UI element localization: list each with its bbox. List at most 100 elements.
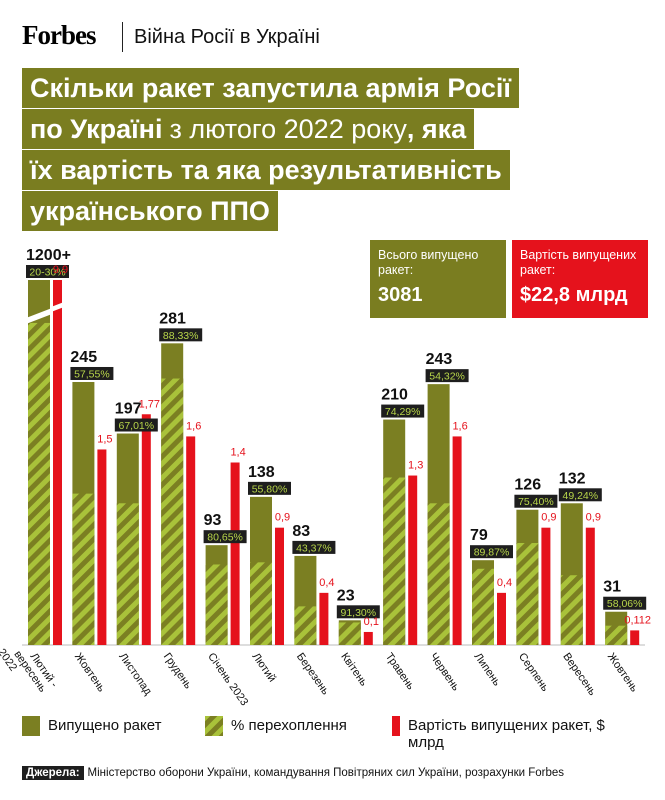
intercept-bar (250, 562, 272, 645)
title: Скільки ракет запустила армія Росії по У… (22, 68, 519, 232)
intercept-bar (28, 322, 50, 645)
intercept-bar (294, 606, 317, 645)
percent-box (248, 481, 291, 495)
percent-label: 20-30% (29, 267, 65, 279)
cost-bar (53, 280, 62, 645)
x-tick-label: Серпень (516, 651, 551, 694)
percent-label: 43,37% (296, 542, 332, 554)
axis-break (51, 302, 64, 312)
x-tick-label: Січень 2023 (205, 651, 250, 708)
cost-label: 0,112 (624, 614, 651, 626)
x-tick-label: Березень (294, 651, 332, 698)
percent-label: 54,32% (429, 371, 465, 383)
intercept-bar (516, 543, 539, 645)
legend-label: Випущено ракет (48, 717, 162, 734)
value-label: 245 (70, 349, 97, 366)
percent-box (425, 369, 469, 383)
cost-bar (230, 462, 240, 645)
percent-box (470, 545, 513, 559)
separator (122, 22, 123, 52)
intercept-bar (605, 625, 628, 645)
cost-bar (363, 631, 373, 645)
x-tick-label: Грудень (161, 651, 194, 692)
intercept-bar (338, 622, 361, 645)
cost-label: 1,5 (97, 433, 112, 445)
intercept-bar (472, 568, 494, 645)
value-label: 210 (381, 387, 408, 404)
cost-bar (186, 436, 196, 645)
percent-label: 75,40% (518, 496, 554, 508)
value-label: 93 (204, 512, 222, 529)
value-label: 138 (248, 464, 275, 481)
axis-break (26, 308, 52, 324)
cost-label: 0,9 (275, 512, 290, 524)
percent-box (159, 328, 203, 342)
legend-label: % перехоплення (231, 717, 347, 734)
percent-box (336, 605, 380, 619)
percent-box (558, 488, 602, 502)
summary-label: Вартість випущених ракет: (520, 248, 637, 277)
value-label: 132 (559, 470, 586, 487)
section: Війна Росії в Україні (134, 26, 320, 48)
percent-label: 55,80% (252, 483, 288, 495)
intercept-bar (383, 477, 406, 645)
percent-box (292, 540, 336, 554)
x-tick-label: Липень (472, 651, 503, 689)
summary-label: Всього випущено ракет: (378, 248, 479, 277)
x-tick-label: Червень (427, 651, 462, 693)
summary-box: Вартість випущених ракет: $22,8 млрд (512, 240, 648, 318)
title-line: українського ППО (22, 191, 278, 231)
percent-box (381, 404, 425, 418)
cost-label: 1,4 (230, 447, 245, 459)
cost-bar (452, 436, 462, 645)
summary-box: Всього випущено ракет: 3081 (370, 240, 506, 318)
x-tick-label: Вересень (560, 651, 598, 698)
value-label: 83 (292, 523, 310, 540)
x-tick-label: Листопад (116, 651, 154, 698)
value-label: 79 (470, 527, 488, 544)
cost-bar (141, 414, 151, 645)
x-tick-label: Лютий (250, 651, 279, 685)
percent-box (26, 265, 69, 278)
x-tick-label: Жовтень (605, 651, 641, 695)
value-label: 23 (337, 587, 355, 604)
cost-label: 0,1 (364, 616, 379, 628)
cost-label: 1,6 (452, 420, 467, 432)
cost-bar (541, 527, 551, 645)
percent-label: 88,33% (163, 330, 199, 342)
legend-swatch (22, 716, 40, 736)
cost-bar (497, 592, 506, 645)
intercept-bar (161, 378, 184, 645)
percent-box (603, 596, 647, 610)
value-label: 31 (603, 579, 621, 596)
cost-bar (319, 592, 329, 645)
x-tick-label: Жовтень (72, 651, 108, 695)
percent-box (70, 366, 114, 380)
brand: Forbes (22, 20, 96, 50)
cost-label: 0,4 (497, 577, 512, 589)
x-tick-label: Травень (383, 651, 417, 692)
intercept-bar (72, 493, 95, 645)
intercept-bar (116, 503, 139, 645)
percent-label: 58,06% (607, 598, 643, 610)
cost-bar (408, 475, 418, 645)
percent-box (114, 418, 158, 432)
percent-label: 49,24% (562, 490, 598, 502)
legend-label: Вартість випущених ракет, $ млрд (408, 717, 605, 751)
legend-swatch (392, 716, 400, 736)
intercept-bar (560, 575, 583, 645)
cost-label: 1,77 (139, 398, 160, 410)
source-text: Міністерство оборони України, командуван… (87, 767, 565, 779)
percent-label: 67,01% (118, 420, 154, 432)
cost-bar (630, 630, 640, 645)
intercept-bar (205, 564, 228, 645)
summary-value: 3081 (378, 284, 423, 306)
value-label: 197 (115, 401, 142, 418)
percent-box (203, 530, 247, 544)
title-line: Скільки ракет запустила армія Росії (22, 68, 519, 108)
title-text: з лютого 2022 року (169, 114, 407, 144)
percent-label: 57,55% (74, 368, 110, 380)
title-text: по Україні (30, 114, 163, 144)
legend-swatch (205, 716, 223, 736)
